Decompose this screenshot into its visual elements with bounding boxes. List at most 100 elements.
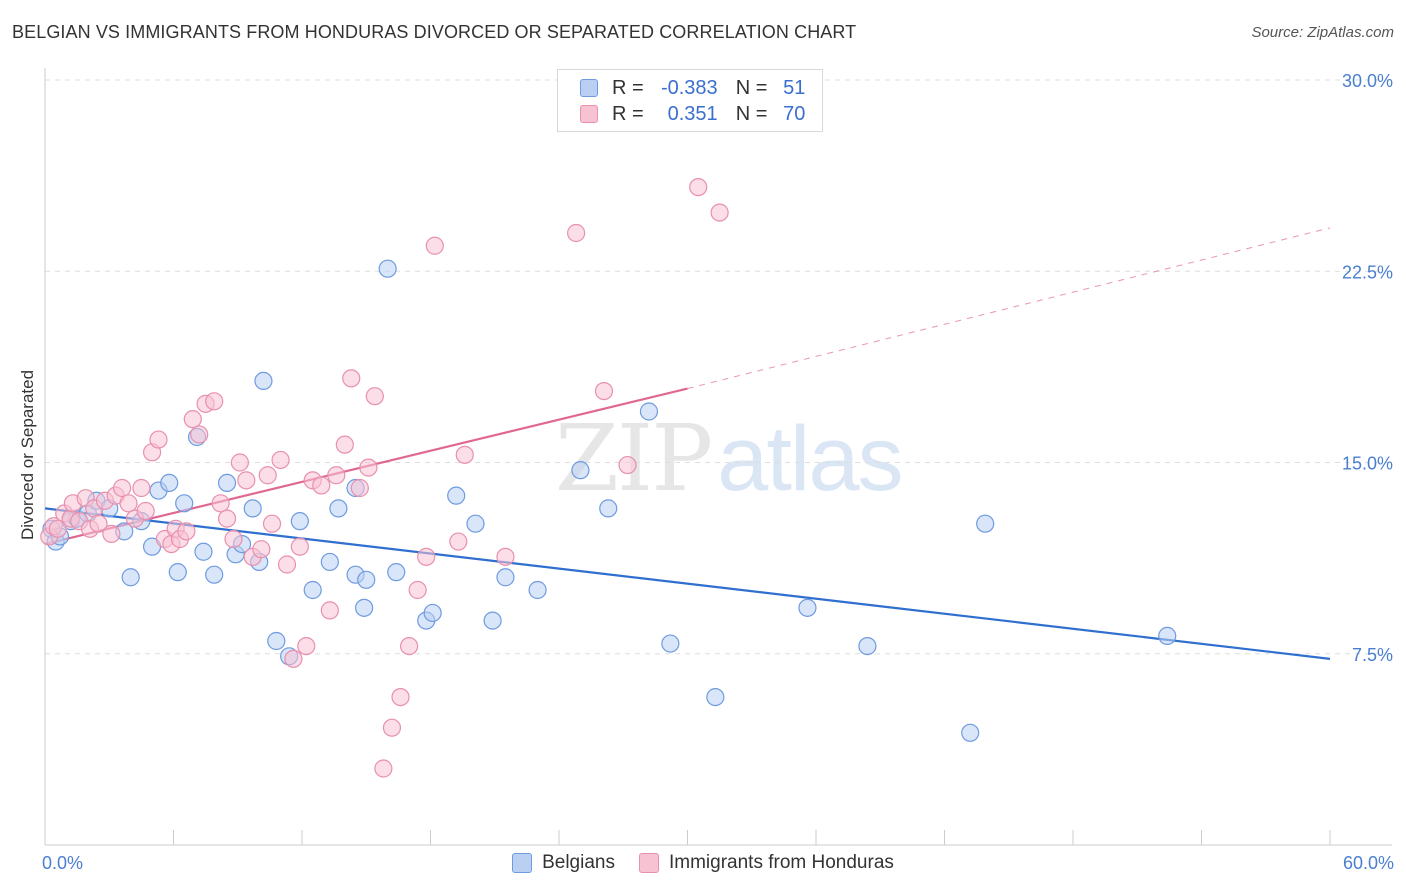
belgian-point — [571, 461, 590, 480]
legend-n-label: N = — [735, 102, 768, 125]
legend-r-value: 0.351 — [667, 102, 718, 125]
honduras-point — [290, 537, 309, 556]
honduras-point — [335, 435, 354, 454]
belgian-point — [976, 514, 995, 533]
honduras-point — [183, 410, 202, 429]
honduras-point — [391, 687, 410, 707]
honduras-point — [112, 478, 132, 498]
belgian-point — [160, 473, 179, 492]
legend-r-label: R = — [612, 102, 644, 125]
honduras-point — [230, 453, 249, 472]
honduras-point — [425, 236, 444, 255]
legend-label-belgians: Belgians — [542, 852, 615, 873]
honduras-point — [136, 501, 155, 521]
x-tick-label: 60.0% — [1343, 853, 1394, 873]
belgian-point — [254, 371, 273, 390]
honduras-point — [252, 540, 271, 559]
honduras-point — [271, 450, 290, 470]
honduras-point — [217, 509, 237, 528]
honduras-point — [399, 636, 419, 656]
legend-swatch-pink — [580, 105, 598, 123]
belgian-point — [175, 494, 194, 513]
legend-swatch-blue — [512, 853, 533, 873]
belgian-point — [706, 687, 725, 707]
legend-n-value: 70 — [783, 102, 806, 125]
honduras-point — [618, 455, 637, 475]
belgian-point — [290, 512, 309, 531]
honduras-point — [224, 529, 243, 549]
honduras-point — [327, 466, 346, 485]
honduras-point — [365, 387, 384, 406]
belgian-point — [378, 259, 397, 278]
belgian-point — [961, 723, 980, 742]
data-points — [40, 178, 1177, 778]
honduras-point — [449, 532, 468, 551]
watermark-zip: ZIP — [555, 405, 713, 512]
honduras-point — [417, 547, 436, 566]
belgian-point — [483, 611, 502, 630]
honduras-point — [689, 178, 708, 197]
honduras-point — [297, 636, 316, 656]
belgian-point — [661, 634, 680, 653]
chart-title: BELGIAN VS IMMIGRANTS FROM HONDURAS DIVO… — [12, 22, 857, 42]
honduras-point — [382, 718, 402, 737]
y-tick-label: 7.5% — [1352, 645, 1393, 665]
honduras-point — [205, 392, 224, 411]
honduras-point — [350, 478, 369, 498]
legend-swatch-blue — [580, 79, 598, 97]
chart-source: Source: ZipAtlas.com — [1251, 24, 1394, 41]
belgian-trend-line — [44, 507, 1331, 660]
honduras-point — [342, 369, 361, 388]
belgian-point — [528, 580, 547, 600]
honduras-point — [177, 522, 196, 541]
legend-label-honduras: Immigrants from Honduras — [668, 852, 894, 873]
belgian-point — [387, 563, 406, 582]
legend-row-honduras: R = 0.351 N = 70 — [558, 101, 805, 127]
legend-r-label: R = — [612, 76, 644, 99]
belgian-point — [243, 499, 262, 518]
belgian-point — [121, 568, 140, 587]
legend-row-belgians: R = -0.383 N = 51 — [558, 75, 805, 101]
honduras-point — [102, 524, 121, 544]
belgian-point — [798, 598, 817, 617]
y-tick-label: 15.0% — [1342, 454, 1393, 474]
honduras-point — [132, 478, 151, 498]
honduras-point — [190, 425, 209, 444]
belgian-point — [217, 473, 237, 492]
axes — [44, 68, 1392, 846]
legend-n-label: N = — [735, 76, 768, 99]
watermark-atlas: atlas — [717, 408, 903, 510]
y-tick-label: 22.5% — [1342, 262, 1393, 282]
honduras-point — [567, 223, 586, 243]
belgian-point — [639, 402, 659, 421]
legend-r-value: -0.383 — [660, 76, 718, 99]
honduras-point — [277, 555, 297, 574]
belgian-point — [194, 542, 213, 561]
honduras-point — [89, 514, 108, 533]
honduras-point — [710, 203, 729, 222]
stats-legend: R = -0.383 N = 51 R = 0.351 N = 70 — [557, 69, 823, 132]
honduras-point — [284, 649, 303, 668]
honduras-point — [211, 494, 230, 513]
honduras-point — [594, 382, 614, 401]
belgian-point — [320, 552, 339, 572]
belgian-point — [496, 568, 515, 587]
watermark: ZIPatlas — [555, 405, 904, 512]
belgian-point — [355, 598, 374, 617]
belgian-point — [168, 563, 187, 582]
tick-labels: 7.5% 15.0% 22.5% 30.0% 0.0% 60.0% — [42, 71, 1394, 873]
honduras-point — [48, 519, 67, 538]
honduras-point — [312, 476, 331, 495]
legend-item-honduras: Immigrants from Honduras — [638, 852, 894, 874]
x-tick-label: 0.0% — [42, 853, 83, 873]
honduras-point — [237, 471, 256, 490]
series-legend: Belgians Immigrants from Honduras — [0, 852, 1406, 874]
honduras-point — [374, 759, 393, 778]
belgian-point — [329, 499, 348, 518]
belgian-point — [466, 514, 485, 533]
grid-lines — [45, 79, 1392, 655]
honduras-point — [149, 430, 168, 449]
belgian-point — [267, 631, 286, 651]
y-tick-label: 30.0% — [1342, 71, 1393, 91]
